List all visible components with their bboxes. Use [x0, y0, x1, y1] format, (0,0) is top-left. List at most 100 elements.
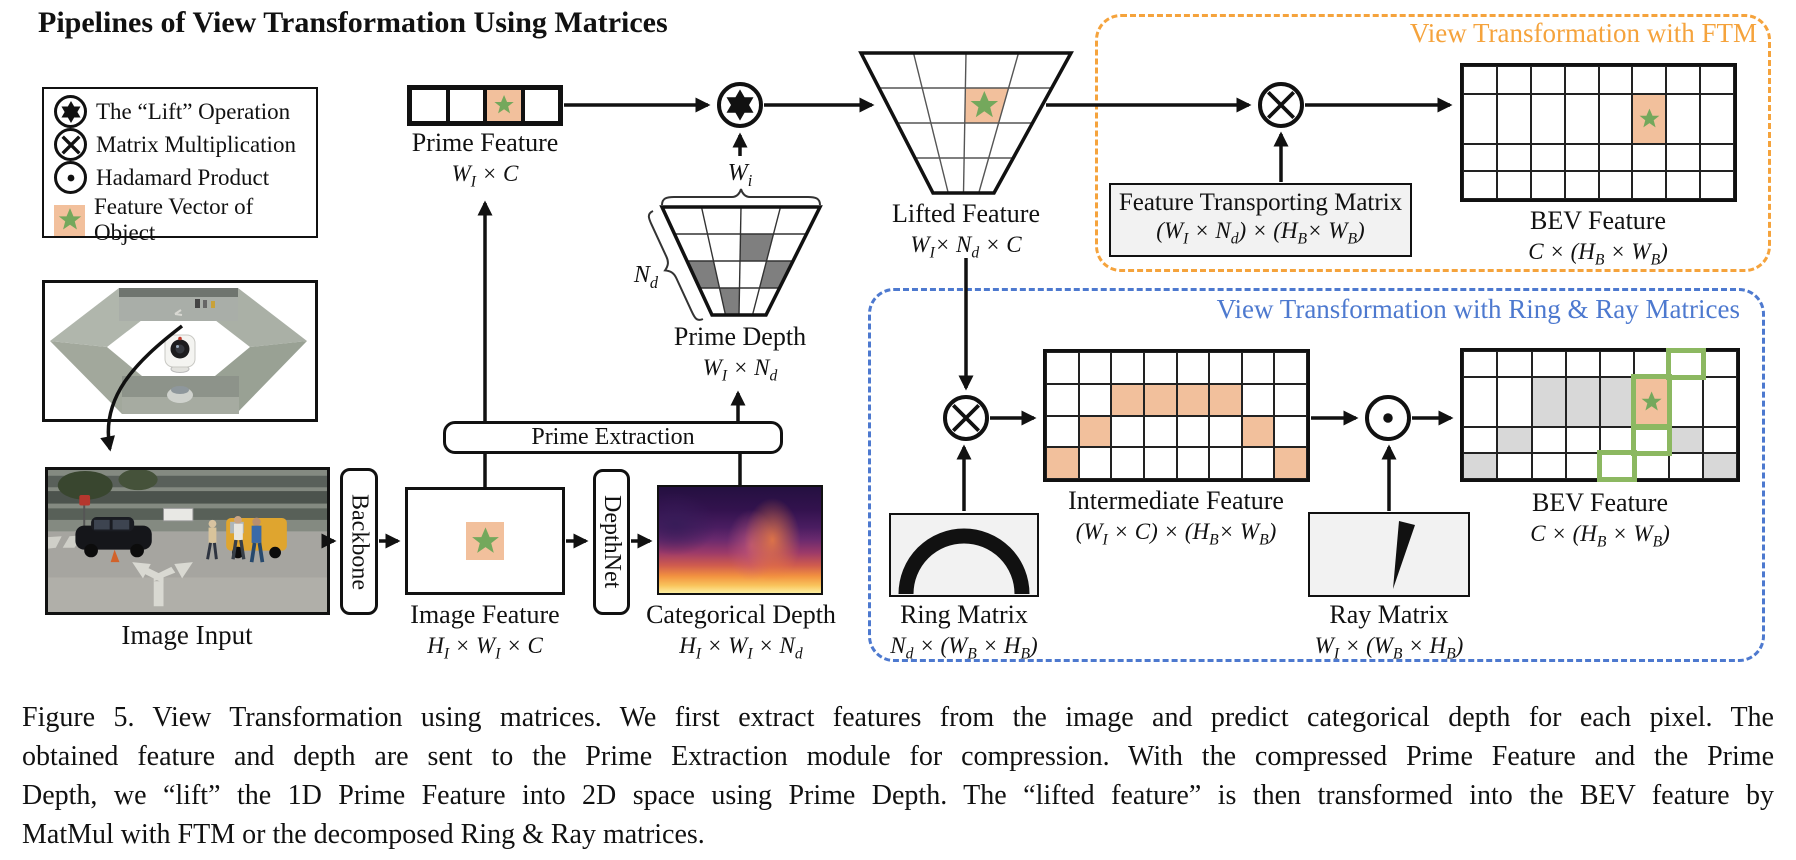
ftm-box-dims: (WI × Nd) × (HB× WB)	[1156, 217, 1365, 248]
prime-depth-width-brace-label: Wi	[727, 160, 753, 190]
grid-cell	[447, 88, 485, 123]
grid-cell	[1463, 93, 1497, 144]
intermediate-feature-dims: (WI × C) × (HB× WB)	[1075, 519, 1277, 549]
grid-cell	[1209, 352, 1242, 384]
grid-cell	[1564, 93, 1599, 144]
grid-cell	[1668, 452, 1703, 479]
ray-matrix-label: Ray Matrix	[1329, 600, 1449, 629]
grid-cell	[1632, 143, 1667, 172]
grid-cell	[1497, 377, 1532, 427]
grid-cell	[1078, 352, 1112, 384]
grid-cell	[1046, 352, 1079, 384]
grid-cell	[1564, 171, 1599, 199]
backbone-module: Backbone	[340, 468, 378, 615]
grid-cell	[1598, 66, 1633, 94]
image-feature-dims: HI × WI × C	[427, 633, 543, 663]
ray-matrix-dims: WI × (WB × HB)	[1314, 633, 1464, 663]
grid-cell	[1632, 171, 1667, 199]
grid-cell	[1241, 352, 1275, 384]
grid-cell	[1274, 447, 1307, 479]
ftm-bev-grid	[1460, 63, 1737, 202]
grid-cell	[1598, 143, 1633, 172]
ftm-box-label: Feature Transporting Matrix	[1118, 188, 1403, 216]
grid-cell	[1598, 171, 1633, 199]
grid-cell	[1274, 352, 1307, 384]
categorical-depth-label: Categorical Depth	[646, 600, 836, 629]
grid-cell	[1143, 415, 1177, 448]
grid-cell	[522, 88, 560, 123]
lifted-feature-trapezoid	[858, 51, 1074, 195]
lifted-feature-label: Lifted Feature	[892, 199, 1040, 228]
caption-line: obtained feature and depth are sent to t…	[22, 741, 1774, 772]
grid-cell	[1530, 93, 1565, 144]
grid-cell	[1463, 143, 1497, 172]
grid-cell	[1600, 377, 1635, 427]
grid-cell	[1700, 143, 1734, 172]
lift-operation-icon	[54, 95, 87, 128]
grid-cell	[1700, 66, 1734, 94]
prime-depth-dims: WI × Nd	[702, 355, 778, 385]
grid-cell	[1463, 426, 1498, 453]
caption-line: Figure 5. View Transformation using matr…	[22, 702, 1774, 733]
grid-cell	[1046, 447, 1079, 479]
grid-cell	[1665, 347, 1707, 381]
grid-cell	[1176, 447, 1210, 479]
image-feature-label: Image Feature	[410, 600, 560, 629]
prime-feature-grid	[407, 85, 563, 126]
grid-cell	[1176, 352, 1210, 384]
grid-cell	[1209, 383, 1242, 416]
grid-cell	[1530, 66, 1565, 94]
grid-cell	[485, 88, 523, 123]
grid-cell	[1700, 171, 1734, 199]
prime-depth-height-brace-label: Nd	[633, 262, 659, 292]
figure-caption: Figure 5. View Transformation using matr…	[22, 698, 1774, 854]
grid-cell	[1702, 452, 1737, 479]
lift-operation-node	[717, 82, 763, 128]
grid-cell	[1209, 447, 1242, 479]
ray-wedge-icon	[1393, 521, 1415, 589]
categorical-depth-dims: HI × WI × Nd	[679, 633, 803, 663]
ftm-branch-outline	[1095, 14, 1771, 272]
matrix-multiplication-icon	[54, 128, 87, 161]
matmul-node-ring	[943, 395, 989, 441]
legend-item-lift: The “Lift” Operation	[54, 95, 306, 128]
prime-depth-trapezoid	[647, 188, 823, 321]
surround-camera-montage	[42, 280, 318, 422]
legend-box: The “Lift” Operation Matrix Multiplicati…	[42, 87, 318, 245]
top-brace	[661, 188, 821, 206]
grid-cell	[1565, 351, 1600, 378]
ring-matrix-box	[889, 513, 1039, 597]
grid-cell	[1634, 452, 1669, 479]
ring-arc-icon	[898, 528, 1030, 594]
grid-cell	[1565, 426, 1600, 453]
image-feature-box	[405, 487, 565, 595]
prime-extraction-module: Prime Extraction	[443, 421, 783, 454]
legend-label: Feature Vector of Object	[94, 194, 254, 245]
grid-cell	[1463, 351, 1498, 378]
grid-cell	[1274, 415, 1307, 448]
ring-ray-bev-dims: C × (HB × WB)	[1530, 521, 1670, 551]
legend-label: Matrix Multiplication	[96, 131, 296, 157]
caption-line: MatMul with FTM or the decomposed Ring &…	[22, 819, 705, 850]
grid-cell	[1496, 143, 1531, 172]
legend-item-feature-vector: Feature Vector of Object	[54, 194, 306, 246]
legend-label: Hadamard Product	[96, 164, 270, 190]
ftm-bev-dims: C × (HB × WB)	[1528, 239, 1668, 269]
intermediate-feature-label: Intermediate Feature	[1068, 486, 1284, 515]
grid-cell	[1176, 383, 1210, 416]
grid-cell	[1565, 377, 1600, 427]
grid-cell	[1531, 426, 1566, 453]
grid-cell	[1463, 171, 1497, 199]
figure-title: Pipelines of View Transformation Using M…	[38, 6, 668, 39]
grid-cell	[1143, 352, 1177, 384]
grid-cell	[1702, 351, 1737, 378]
ring-ray-bev-label: BEV Feature	[1532, 488, 1668, 517]
grid-cell	[1046, 383, 1079, 416]
ring-ray-bev-grid	[1460, 347, 1740, 483]
ring-matrix-dims: Nd × (WB × HB)	[890, 633, 1038, 663]
hadamard-product-icon	[54, 161, 87, 194]
grid-cell	[1600, 351, 1635, 378]
grid-cell	[1666, 143, 1701, 172]
grid-cell	[1274, 383, 1307, 416]
street-photo-graphic	[48, 470, 327, 612]
